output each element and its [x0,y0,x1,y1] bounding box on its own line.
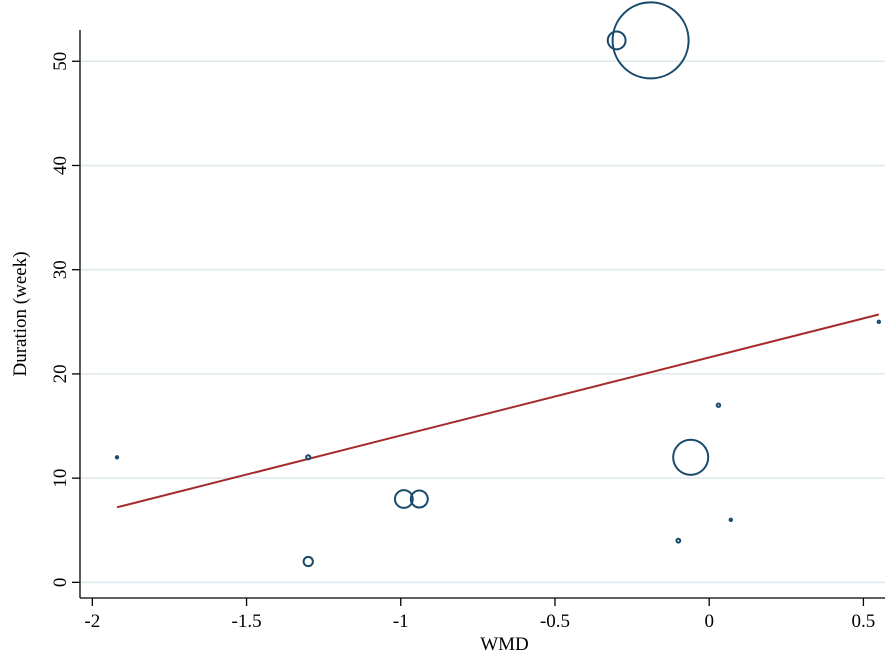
data-point [114,455,120,460]
x-tick-label: -2 [84,611,100,632]
data-point [305,454,312,461]
data-point [715,402,722,408]
x-tick-labels: -2 -1.5 -1 -0.5 0 0.5 [84,611,875,632]
fit-line [116,313,880,509]
y-tick-labels: 0 10 20 30 40 50 [50,52,71,587]
x-tick-label: 0 [704,611,714,632]
data-point [606,30,627,51]
data-point [409,489,429,509]
data-point [302,555,314,568]
data-points [114,1,882,568]
data-point [876,319,882,325]
data-point [728,517,733,523]
data-point [611,1,690,80]
y-tick-label: 50 [50,52,71,71]
data-point [675,537,682,544]
fit-line-group [116,313,880,509]
data-point [393,489,414,509]
y-tick-label: 30 [50,260,71,279]
y-tick-label: 0 [50,578,71,588]
tick-marks [72,60,865,606]
gridlines [81,60,885,584]
x-axis-title: WMD [480,634,529,655]
y-tick-label: 10 [50,469,71,488]
y-axis-title: Duration (week) [10,251,31,376]
axes [79,30,885,599]
y-tick-label: 40 [50,156,71,175]
x-tick-label: -1 [393,611,409,632]
x-tick-label: -0.5 [540,611,570,632]
x-tick-label: -1.5 [232,611,262,632]
y-tick-label: 20 [50,364,71,383]
x-tick-label: 0.5 [852,611,876,632]
data-point [672,438,710,476]
